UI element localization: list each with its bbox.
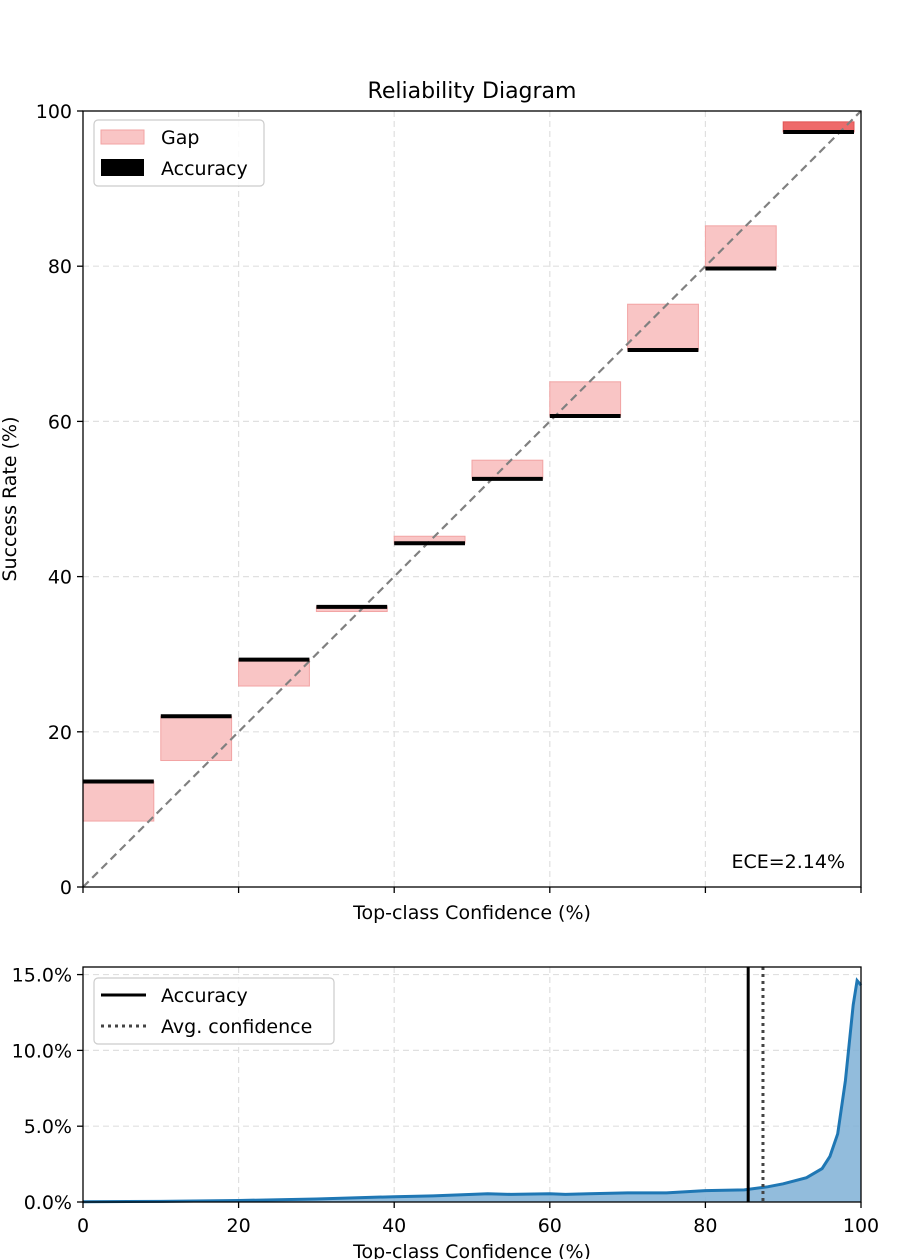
- legend-accuracy-line-label: Accuracy: [161, 985, 248, 1007]
- gap-bar: [627, 303, 699, 351]
- bottom-x-tick-label: 40: [382, 1215, 406, 1237]
- bottom-y-tick-label: 5.0%: [24, 1116, 72, 1138]
- legend-gap-label: Gap: [161, 127, 199, 149]
- y-axis-label: Success Rate (%): [0, 416, 21, 581]
- reliability-diagram: Reliability Diagram 0 20 40 60 80 100 Top-cla…: [0, 79, 862, 924]
- bottom-x-tick-label: 100: [843, 1215, 879, 1237]
- perfect-calibration-line: [82, 110, 862, 888]
- legend-gap-swatch: [100, 129, 145, 145]
- top-y-tick-label: 40: [48, 567, 72, 589]
- bottom-legend-box: [93, 977, 335, 1045]
- chart-title: Reliability Diagram: [368, 79, 577, 104]
- gap-bar: [160, 715, 233, 762]
- ece-annotation: ECE=2.14%: [731, 851, 845, 873]
- confidence-histogram: 0.0% 5.0% 10.0% 15.0% 0 20 40 60 80 100 Top-class…: [12, 965, 879, 1259]
- legend-accuracy-label: Accuracy: [161, 158, 248, 180]
- top-x-axis-label: Top-class Confidence (%): [352, 902, 591, 924]
- top-y-tick-label: 20: [48, 722, 72, 744]
- bottom-x-axis-label: Top-class Confidence (%): [352, 1241, 591, 1259]
- top-y-tick-label: 60: [48, 411, 72, 433]
- top-plot-frame: [82, 110, 862, 888]
- legend-accuracy-swatch: [101, 159, 144, 176]
- bottom-y-tick-label: 0.0%: [24, 1192, 72, 1214]
- bottom-y-tick-label: 10.0%: [12, 1040, 72, 1062]
- bottom-legend: Accuracy Avg. confidence: [93, 977, 335, 1045]
- top-y-tick-label: 0: [60, 877, 72, 899]
- accuracy-bars: [83, 129, 854, 784]
- gap-bar: [82, 780, 155, 822]
- bottom-x-tick-label: 20: [227, 1215, 251, 1237]
- bottom-x-tick-label: 80: [693, 1215, 717, 1237]
- bottom-x-tick-label: 0: [77, 1215, 89, 1237]
- bottom-y-tick-label: 15.0%: [12, 965, 72, 987]
- top-y-tick-label: 80: [48, 256, 72, 278]
- top-axes: 0 20 40 60 80 100: [36, 101, 862, 899]
- legend-avg-confidence-label: Avg. confidence: [161, 1016, 312, 1038]
- bottom-x-tick-label: 60: [538, 1215, 562, 1237]
- bottom-plot-frame: [82, 966, 862, 1203]
- bottom-axes: 0.0% 5.0% 10.0% 15.0% 0 20 40 60 80 100: [12, 965, 879, 1237]
- gap-bar: [704, 225, 777, 270]
- top-y-tick-label: 100: [36, 101, 72, 123]
- top-legend: Gap Accuracy: [93, 119, 265, 187]
- confidence-density-line: [82, 977, 863, 1204]
- bottom-grid: [83, 967, 861, 1202]
